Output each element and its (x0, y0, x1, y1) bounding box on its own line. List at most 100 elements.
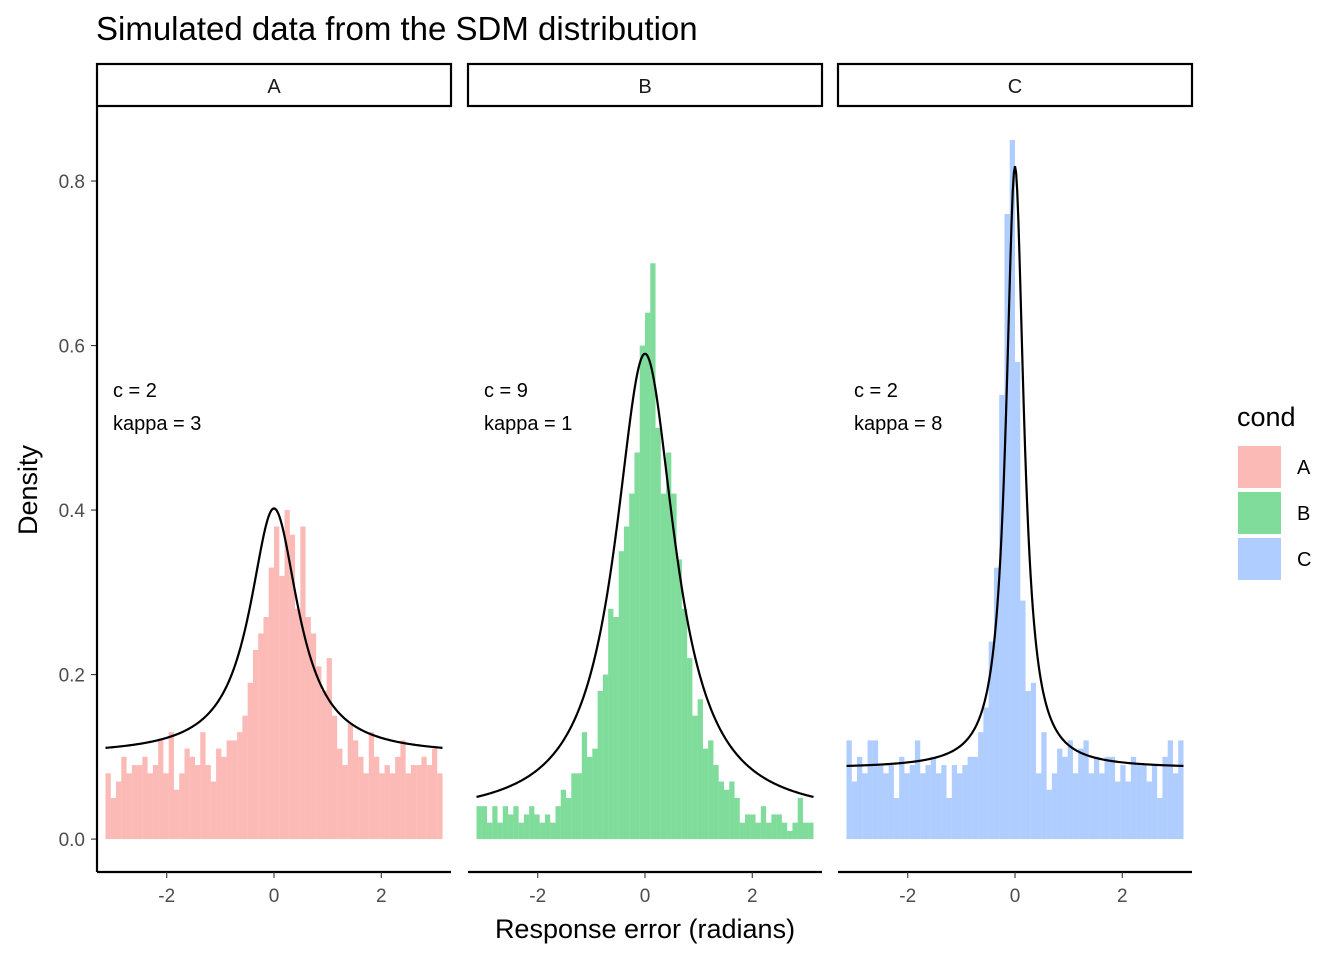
histogram-bar (492, 806, 498, 840)
histogram-bar (242, 715, 248, 840)
legend: cond A B C (1237, 402, 1311, 580)
histogram-bar (1130, 756, 1137, 840)
legend-label: A (1297, 457, 1311, 479)
histogram-bar (347, 723, 353, 840)
histogram-bar (962, 765, 968, 840)
histogram-bar (131, 765, 138, 840)
histogram-bar (476, 806, 482, 840)
histogram-bar (1178, 740, 1184, 840)
histogram-bar (121, 756, 127, 840)
histogram-bar (723, 789, 730, 840)
histogram-bar (137, 765, 143, 840)
chart-title: Simulated data from the SDM distribution (96, 10, 698, 47)
histogram-bar (513, 806, 519, 840)
histogram-bar (1004, 213, 1010, 840)
histogram-bar (497, 822, 503, 840)
legend-label: B (1297, 503, 1310, 525)
histogram-bar (226, 740, 232, 840)
histogram-bar (1072, 773, 1079, 840)
facet-strip (466, 62, 824, 108)
histogram-bar (395, 756, 401, 840)
histogram-bar (862, 773, 868, 840)
histogram-bar (946, 797, 952, 840)
histogram-bar (295, 608, 301, 840)
histogram-bar (893, 797, 900, 840)
histogram-bar (851, 781, 858, 840)
histogram-bar (941, 765, 947, 840)
histogram-bar (1057, 748, 1063, 840)
histogram-bar (1125, 781, 1131, 840)
histogram-bar (972, 756, 979, 840)
x-tick-label: 2 (376, 886, 387, 907)
histogram-bar (1151, 765, 1158, 840)
histogram-bar (147, 773, 153, 840)
histogram-bar (792, 822, 798, 840)
density-curve (846, 166, 1184, 768)
histogram-bar (195, 765, 201, 840)
histogram-bar (613, 617, 619, 840)
x-tick-label: 0 (269, 886, 280, 907)
histogram-bar (1020, 600, 1026, 840)
histogram-bar (1030, 682, 1037, 840)
y-axis-title: Density (13, 444, 43, 535)
histogram-bar (518, 822, 524, 840)
histogram-bar (1088, 773, 1094, 840)
histogram-bar (274, 526, 280, 840)
histogram-bar (437, 773, 443, 840)
histogram-bar (502, 806, 509, 840)
histogram-bar (289, 534, 296, 840)
y-tick-label: 0.0 (59, 830, 85, 851)
parameter-annotation: c = 2 (113, 380, 157, 402)
facet-strip (95, 62, 453, 108)
histogram-bar (771, 814, 777, 840)
histogram-bar (597, 691, 603, 840)
histogram-bar (363, 773, 369, 840)
histogram-bar (930, 756, 937, 840)
histogram-bar (718, 781, 724, 840)
histogram-bar (105, 773, 111, 840)
y-tick-label: 0.8 (59, 172, 85, 193)
histogram-bar (431, 748, 438, 840)
facet-panel-B: Bc = 9 kappa = 1 -2 0 2 (466, 62, 824, 907)
histogram-bar (576, 773, 582, 840)
legend-label: C (1297, 549, 1311, 571)
histogram-bar (592, 748, 598, 840)
histogram-bar (1115, 781, 1121, 840)
x-tick-label: -2 (529, 886, 546, 907)
histogram-bar (1141, 765, 1147, 840)
x-tick-label: 2 (747, 886, 758, 907)
histogram-bar (163, 773, 169, 840)
histogram-bar (116, 781, 122, 840)
histogram-bar (481, 806, 488, 840)
histogram-bar (560, 789, 567, 840)
histogram-bar (645, 312, 651, 840)
histogram-bar (268, 567, 274, 840)
facet-strip (836, 62, 1194, 108)
histogram-bar (126, 773, 132, 840)
histogram-bar (951, 765, 958, 840)
histogram-bar (189, 756, 196, 840)
parameter-annotation: c = 9 (484, 380, 528, 402)
histogram-bar (1146, 781, 1152, 840)
histogram-bar (305, 617, 311, 840)
histogram-bar (681, 608, 688, 840)
histogram-bar (878, 765, 884, 840)
histogram-bar (539, 822, 545, 840)
facet-strip-label: A (267, 76, 281, 98)
histogram-bar (331, 715, 338, 840)
histogram-bar (368, 732, 375, 840)
histogram-bar (410, 765, 417, 840)
histogram-bar (634, 452, 640, 840)
histogram-bar (697, 699, 703, 840)
histogram-bar (1041, 732, 1047, 840)
density-curve (105, 507, 443, 749)
x-axis-title: Response error (radians) (495, 914, 795, 944)
histogram-bar (179, 773, 185, 840)
histogram-bar (205, 765, 211, 840)
histogram-bar (1172, 773, 1179, 840)
histogram-bar (534, 814, 540, 840)
histogram-bar (1046, 789, 1052, 840)
histogram-bar (808, 822, 814, 840)
histogram-bar (379, 773, 385, 840)
histogram-bar (374, 756, 380, 840)
